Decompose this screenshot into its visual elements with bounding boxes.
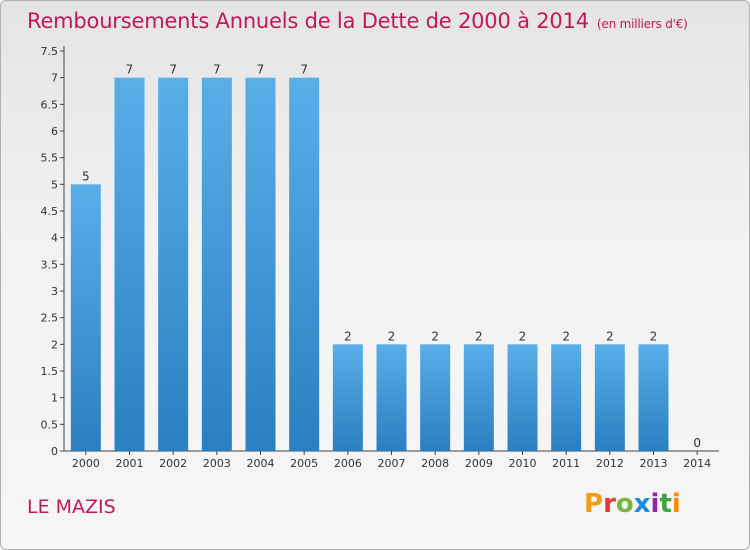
x-tick-label: 2008 (421, 457, 449, 470)
commune-name: LE MAZIS (27, 496, 116, 518)
y-tick-label: 7.5 (41, 45, 59, 58)
x-tick-label: 2006 (334, 457, 362, 470)
x-tick-label: 2001 (116, 457, 144, 470)
proxiti-logo: Proxiti (584, 489, 681, 519)
bar (376, 344, 407, 451)
logo-letter: i (650, 489, 660, 519)
data-label: 5 (82, 169, 90, 183)
chart-title: Remboursements Annuels de la Dette de 20… (27, 9, 688, 33)
y-tick-label: 2.5 (41, 312, 59, 325)
x-tick-label: 2004 (247, 457, 275, 470)
bar (70, 184, 101, 452)
data-labels: 5 7 7 7 7 7 2 2 2 2 2 2 2 2 0 (82, 63, 701, 450)
x-tick-label: 2011 (552, 457, 580, 470)
x-tick-label: 2000 (72, 457, 100, 470)
chart-unit: (en milliers d'€) (596, 17, 688, 31)
x-tick-label: 2010 (509, 457, 537, 470)
y-tick-label: 0.5 (41, 418, 59, 431)
bar (201, 77, 232, 452)
x-tick-label: 2012 (596, 457, 624, 470)
logo-letter: x (633, 489, 651, 519)
y-tick-label: 4.5 (41, 205, 59, 218)
data-label: 2 (606, 329, 614, 343)
data-label: 7 (300, 63, 308, 77)
logo-letter: P (584, 489, 604, 519)
data-label: 7 (126, 63, 134, 77)
bar (289, 77, 320, 452)
y-tick-label: 7 (51, 72, 58, 85)
bar (245, 77, 276, 452)
bar (332, 344, 363, 451)
logo-letter: r (603, 489, 616, 519)
data-label: 7 (257, 63, 265, 77)
data-label: 2 (650, 329, 658, 343)
x-tick-label: 2014 (683, 457, 711, 470)
y-tick-label: 6 (51, 125, 58, 138)
y-tick-label: 6.5 (41, 98, 59, 111)
bar (114, 77, 145, 452)
x-tick-label: 2002 (159, 457, 187, 470)
data-label: 2 (475, 329, 483, 343)
logo-letter: t (659, 489, 672, 519)
y-tick-label: 0 (51, 445, 58, 458)
logo-letter: o (615, 489, 634, 519)
bar (463, 344, 494, 451)
bar (594, 344, 625, 451)
axes: 0 0.5 1 1.5 2 2.5 3 3.5 4 4.5 5 5.5 6 6.5 7 7.5 2000 2001… (41, 45, 719, 470)
data-label: 0 (693, 436, 701, 450)
data-label: 2 (562, 329, 570, 343)
bar (638, 344, 669, 451)
y-tick-label: 2 (51, 338, 58, 351)
y-tick-label: 1.5 (41, 365, 59, 378)
data-label: 2 (431, 329, 439, 343)
x-tick-label: 2007 (378, 457, 406, 470)
data-label: 2 (388, 329, 396, 343)
data-label: 2 (519, 329, 527, 343)
x-tick-label: 2009 (465, 457, 493, 470)
y-tick-label: 4 (51, 232, 58, 245)
x-tick-label: 2003 (203, 457, 231, 470)
bar (158, 77, 189, 452)
y-tick-label: 3 (51, 285, 58, 298)
x-tick-label: 2013 (640, 457, 668, 470)
y-tick-label: 3.5 (41, 258, 59, 271)
data-label: 7 (213, 63, 221, 77)
chart-title-text: Remboursements Annuels de la Dette de 20… (27, 9, 589, 33)
bars (70, 77, 669, 452)
bar (551, 344, 582, 451)
y-tick-label: 5 (51, 178, 58, 191)
bar (420, 344, 451, 451)
y-tick-label: 5.5 (41, 152, 59, 165)
data-label: 7 (169, 63, 177, 77)
x-tick-label: 2005 (290, 457, 318, 470)
y-tick-label: 1 (51, 392, 58, 405)
logo-letter: i (671, 489, 681, 519)
bar (507, 344, 538, 451)
data-label: 2 (344, 329, 352, 343)
